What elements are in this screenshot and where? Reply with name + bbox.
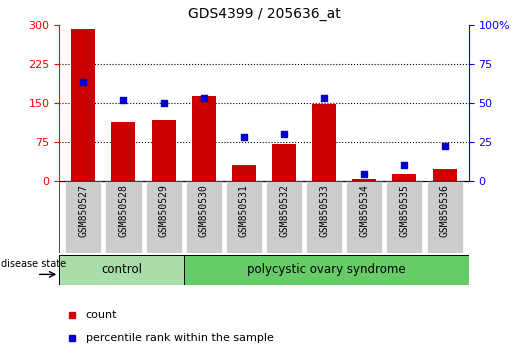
Bar xyxy=(346,181,382,253)
Text: GSM850534: GSM850534 xyxy=(359,184,369,237)
Bar xyxy=(426,181,462,253)
Text: polycystic ovary syndrome: polycystic ovary syndrome xyxy=(247,263,405,276)
Text: control: control xyxy=(101,263,142,276)
Point xyxy=(360,171,368,177)
Point xyxy=(440,143,449,149)
Point xyxy=(119,97,128,102)
Title: GDS4399 / 205636_at: GDS4399 / 205636_at xyxy=(187,7,340,21)
Bar xyxy=(392,174,417,181)
Point xyxy=(320,95,328,101)
Text: GSM850528: GSM850528 xyxy=(118,184,128,237)
Bar xyxy=(146,181,182,253)
Text: percentile rank within the sample: percentile rank within the sample xyxy=(86,333,273,343)
Bar xyxy=(266,181,302,253)
Bar xyxy=(226,181,262,253)
Point xyxy=(400,162,408,168)
Bar xyxy=(71,29,95,181)
Bar xyxy=(59,255,184,285)
Point xyxy=(200,95,208,101)
Text: count: count xyxy=(86,310,117,320)
Bar xyxy=(184,255,469,285)
Bar xyxy=(65,181,101,253)
Point xyxy=(280,131,288,137)
Bar xyxy=(151,120,176,181)
Bar xyxy=(192,96,216,181)
Text: GSM850531: GSM850531 xyxy=(239,184,249,237)
Point xyxy=(79,80,88,85)
Bar xyxy=(106,181,142,253)
Text: GSM850536: GSM850536 xyxy=(440,184,450,237)
Text: disease state: disease state xyxy=(1,259,66,269)
Bar xyxy=(232,165,256,181)
Bar xyxy=(312,104,336,181)
Point xyxy=(240,134,248,140)
Text: GSM850532: GSM850532 xyxy=(279,184,289,237)
Bar xyxy=(111,122,135,181)
Bar xyxy=(306,181,342,253)
Bar xyxy=(352,179,376,181)
Text: GSM850533: GSM850533 xyxy=(319,184,329,237)
Bar xyxy=(386,181,422,253)
Bar xyxy=(186,181,222,253)
Text: GSM850535: GSM850535 xyxy=(400,184,409,237)
Bar xyxy=(272,144,296,181)
Bar xyxy=(433,169,457,181)
Text: GSM850530: GSM850530 xyxy=(199,184,209,237)
Text: GSM850527: GSM850527 xyxy=(78,184,88,237)
Point xyxy=(160,100,168,105)
Text: GSM850529: GSM850529 xyxy=(159,184,168,237)
